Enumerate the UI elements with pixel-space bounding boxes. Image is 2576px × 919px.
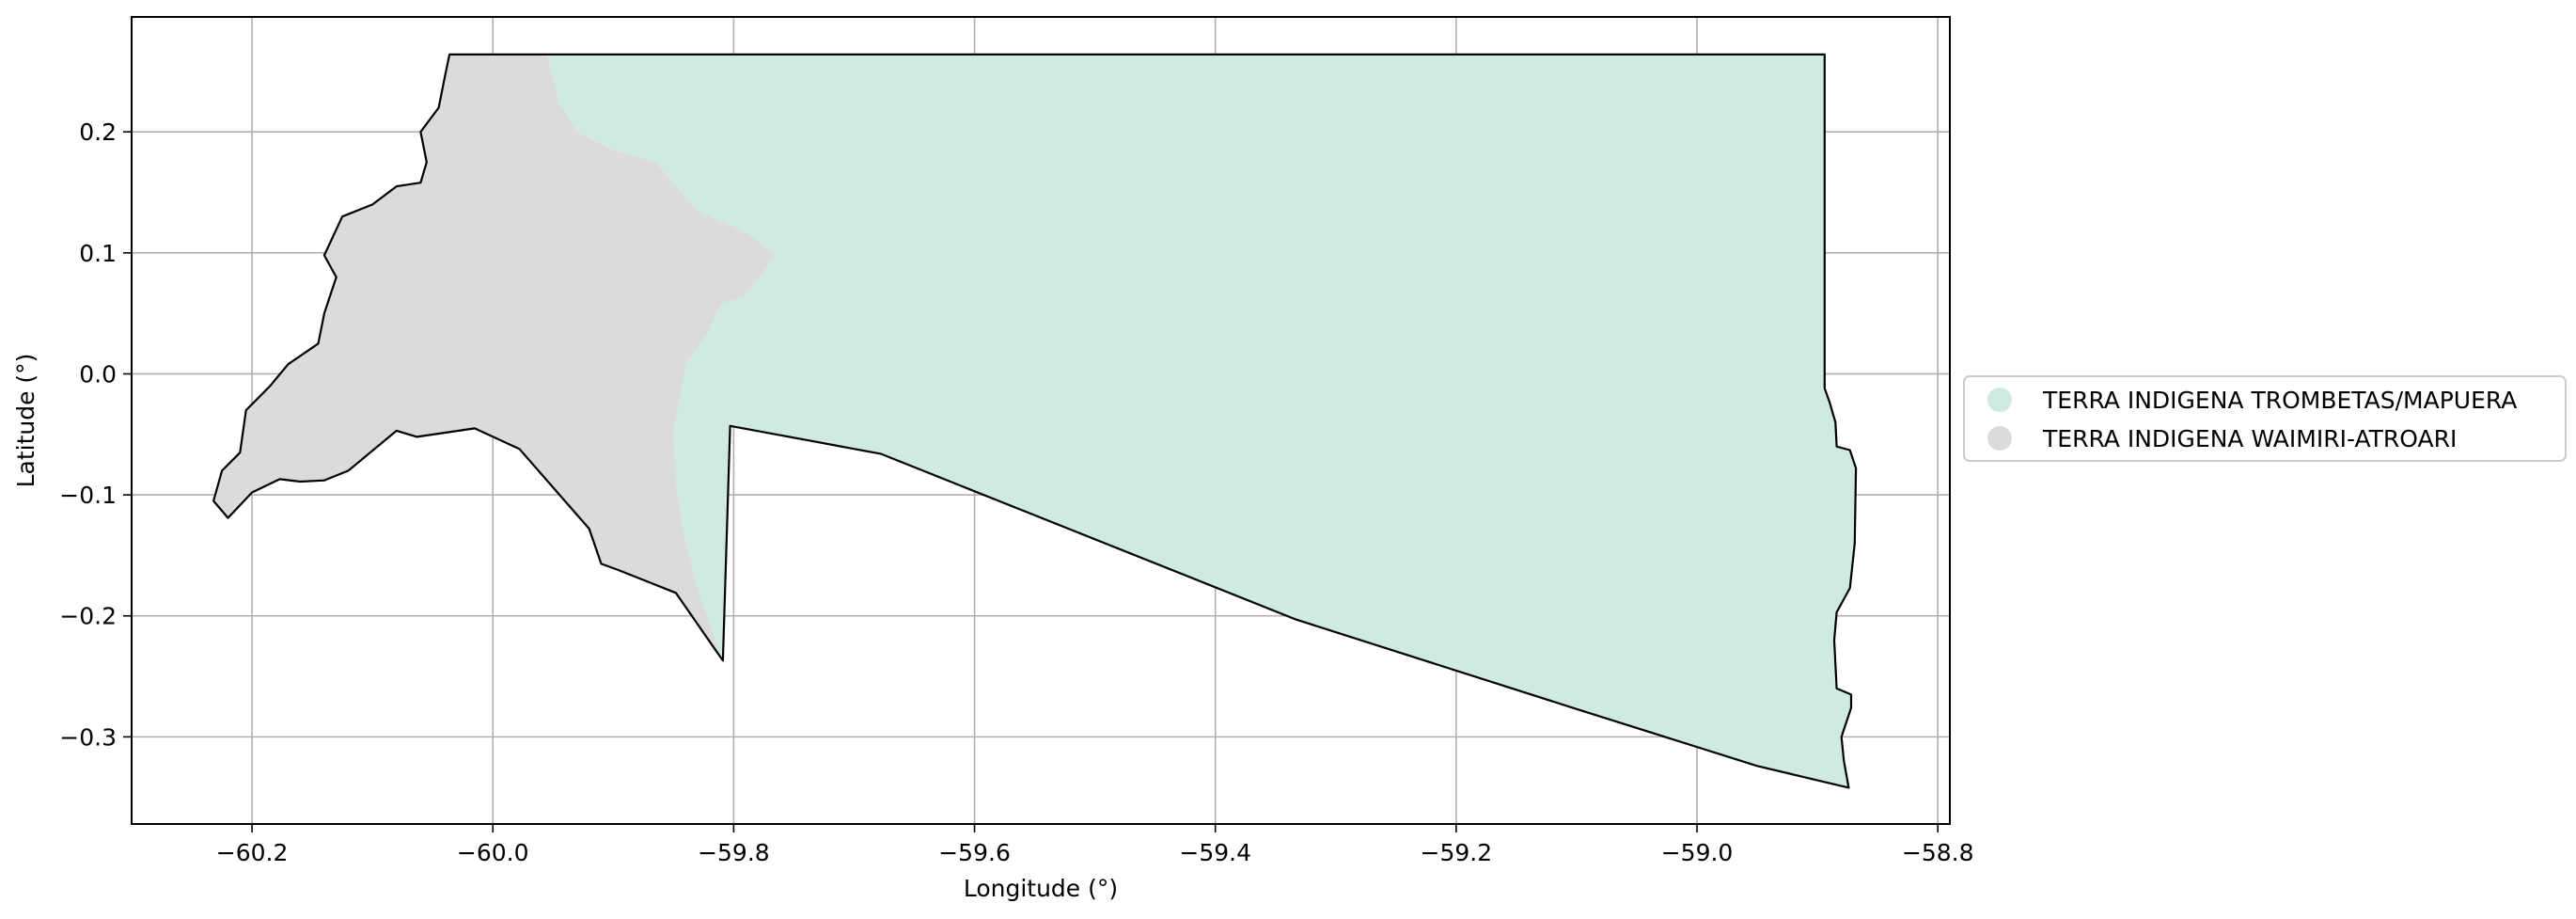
territory-polygon-1 xyxy=(213,54,777,661)
x-tick-label-5: −59.2 xyxy=(1421,839,1493,866)
legend-label-waimiri-atroari: TERRA INDIGENA WAIMIRI-ATROARI xyxy=(2042,425,2457,452)
legend-box xyxy=(1963,375,2567,462)
territory-polygons xyxy=(213,54,1857,788)
plot-frame xyxy=(131,16,1951,825)
y-tick-label-4: 0.1 xyxy=(79,240,117,267)
y-tick-label-2: −0.1 xyxy=(59,482,117,509)
y-tick-label-5: 0.2 xyxy=(79,119,117,146)
x-tick-label-4: −59.4 xyxy=(1179,839,1251,866)
y-tick-label-0: −0.3 xyxy=(59,723,117,751)
legend: TERRA INDIGENA TROMBETAS/MAPUERA TERRA I… xyxy=(1963,375,2567,462)
territory-outline xyxy=(212,53,1858,789)
x-axis-label: Longitude (°) xyxy=(964,875,1118,902)
y-tick-label-1: −0.2 xyxy=(59,603,117,630)
y-tick-label-3: 0.0 xyxy=(79,360,117,388)
legend-marker-trombetas-mapuera xyxy=(1987,388,2012,412)
x-tick-label-6: −59.0 xyxy=(1661,839,1734,866)
axis-ticks: −60.2 −60.0 −59.8 −59.6 −59.4 −59.2 −59.0 −58.8… xyxy=(59,119,1973,866)
legend-label-trombetas-mapuera: TERRA INDIGENA TROMBETAS/MAPUERA xyxy=(2042,387,2517,414)
territory-polygon-0 xyxy=(546,54,1857,788)
legend-marker-waimiri-atroari xyxy=(1987,426,2012,451)
x-tick-label-3: −59.6 xyxy=(938,839,1011,866)
boundary-line xyxy=(212,53,1858,789)
x-tick-label-7: −58.8 xyxy=(1902,839,1974,866)
y-axis-label: Latitude (°) xyxy=(12,354,39,488)
x-tick-label-0: −60.2 xyxy=(216,839,289,866)
x-tick-label-1: −60.0 xyxy=(457,839,529,866)
x-tick-label-2: −59.8 xyxy=(698,839,770,866)
